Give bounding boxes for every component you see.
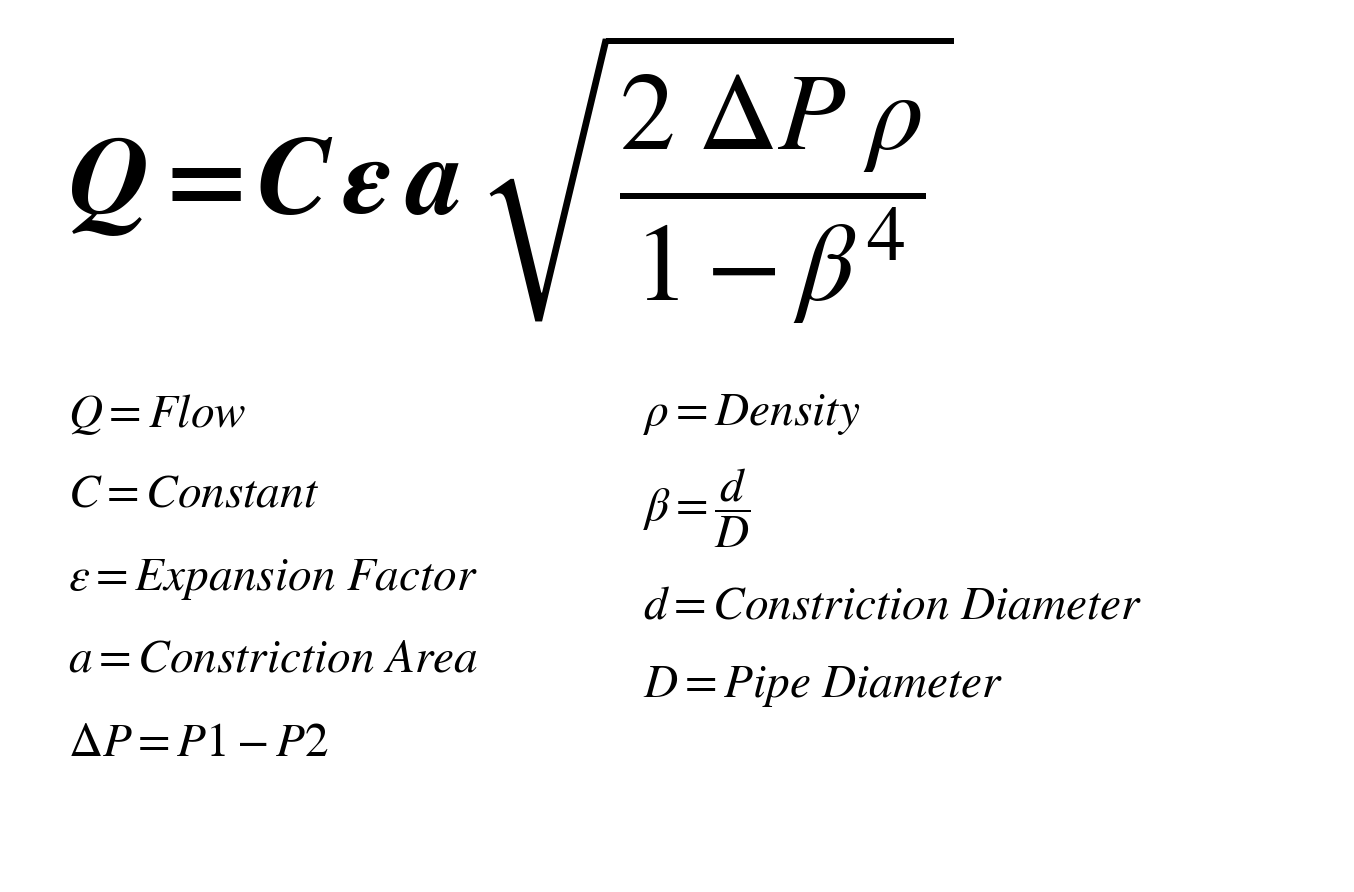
Text: $\mathit{\beta = \dfrac{d}{D}}$: $\mathit{\beta = \dfrac{d}{D}}$	[643, 467, 751, 550]
Text: $\mathit{a = Constriction\ Area}$: $\mathit{a = Constriction\ Area}$	[68, 639, 478, 681]
Text: $\mathit{\Delta P = P1 - P2}$: $\mathit{\Delta P = P1 - P2}$	[68, 723, 329, 766]
Text: $\mathit{C = Constant}$: $\mathit{C = Constant}$	[68, 474, 318, 516]
Text: $\mathit{\rho = Density}$: $\mathit{\rho = Density}$	[643, 392, 860, 437]
Text: $\mathit{D = Pipe\ Diameter}$: $\mathit{D = Pipe\ Diameter}$	[643, 665, 1003, 709]
Text: $\mathit{d = Constriction\ Diameter}$: $\mathit{d = Constriction\ Diameter}$	[643, 585, 1141, 628]
Text: $\mathit{Q = Flow}$: $\mathit{Q = Flow}$	[68, 392, 246, 437]
Text: $\mathit{\epsilon = Expansion\ Factor}$: $\mathit{\epsilon = Expansion\ Factor}$	[68, 558, 478, 602]
Text: $\boldsymbol{Q = C\,\epsilon\,a\,\sqrt{\dfrac{2\;\Delta P\;\rho}{1-\beta^4}}}$: $\boldsymbol{Q = C\,\epsilon\,a\,\sqrt{\…	[68, 30, 953, 326]
